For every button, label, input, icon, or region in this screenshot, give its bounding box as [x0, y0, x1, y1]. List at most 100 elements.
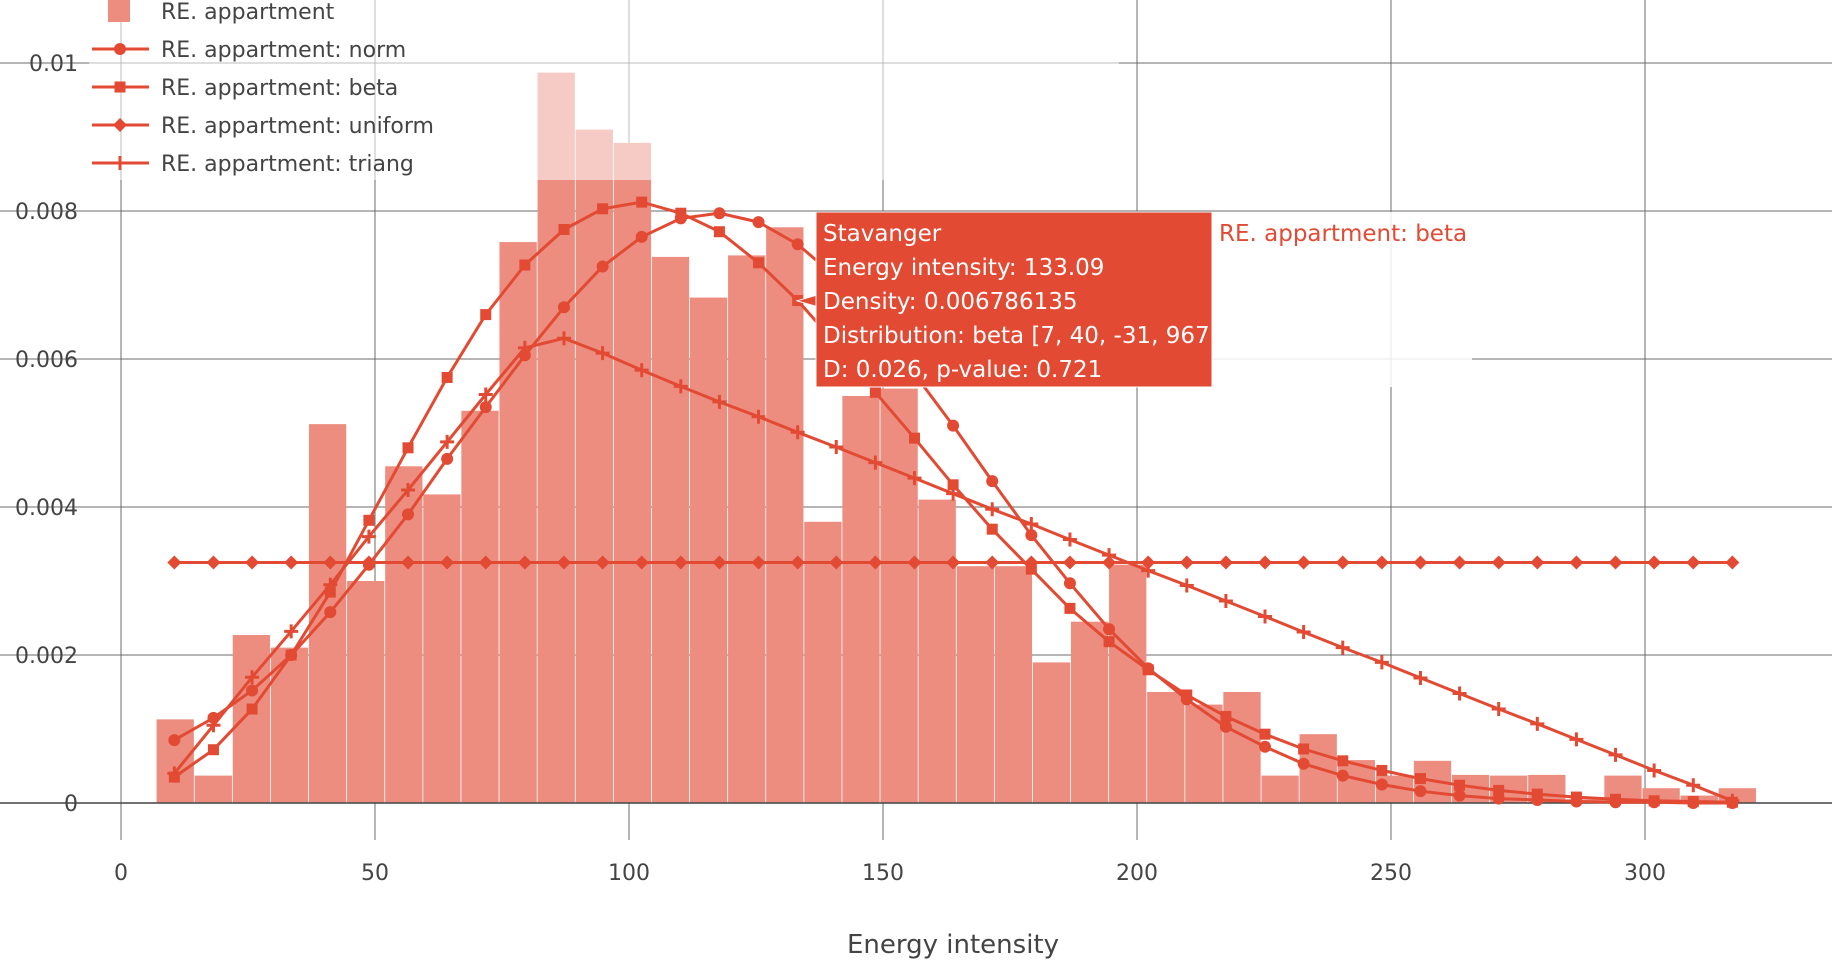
- series-point: [361, 529, 376, 544]
- series-point: [1608, 747, 1623, 762]
- series-point: [1335, 640, 1350, 655]
- series-point: [1414, 773, 1426, 785]
- histogram-bar: [537, 72, 575, 804]
- series-point: [1259, 740, 1272, 753]
- y-tick-label: 0.01: [29, 52, 78, 77]
- series-point: [1531, 788, 1543, 800]
- histogram-bar: [1147, 692, 1185, 803]
- series-point: [1336, 769, 1349, 782]
- series-point: [557, 301, 570, 314]
- tooltip-line: Distribution: beta [7, 40, -31, 967]: [823, 323, 1219, 349]
- series-point: [245, 555, 260, 570]
- histogram-bar: [728, 255, 766, 803]
- series-point: [1686, 778, 1701, 793]
- series-point: [167, 555, 182, 570]
- series-point: [1063, 577, 1076, 590]
- series-point: [1570, 791, 1582, 803]
- hover-tooltip: Stavanger Energy intensity: 133.09 Density…: [795, 211, 1472, 388]
- series-point: [1337, 755, 1349, 767]
- histogram-bar: [1070, 621, 1109, 803]
- series-point: [868, 455, 883, 470]
- series-point: [986, 475, 999, 488]
- y-tick-label: 0.004: [15, 496, 78, 521]
- histogram-bar: [689, 297, 728, 803]
- histogram-bar: [1261, 775, 1299, 803]
- legend-item-square: RE. appartment: beta: [92, 76, 398, 101]
- legend-item-histogram: RE. appartment: [108, 0, 335, 25]
- histogram-bar: [994, 566, 1033, 803]
- series-point: [1648, 795, 1660, 807]
- y-tick-label: 0.006: [15, 348, 78, 373]
- series-point: [1374, 655, 1389, 670]
- series-point: [245, 670, 260, 685]
- series-point: [1453, 789, 1466, 802]
- histogram-bar: [499, 242, 537, 803]
- series-point: [790, 555, 805, 570]
- series-point: [1569, 555, 1584, 570]
- tooltip-line: Stavanger: [823, 221, 942, 247]
- series-point: [478, 387, 493, 402]
- series-point: [478, 555, 493, 570]
- series-point: [1102, 555, 1117, 570]
- series-point: [595, 555, 610, 570]
- y-tick-label: 0.002: [15, 644, 78, 669]
- series-point: [1219, 720, 1232, 733]
- series-point: [868, 555, 883, 570]
- series-point: [712, 555, 727, 570]
- series-point: [1142, 664, 1154, 676]
- legend-swatch: [108, 0, 130, 22]
- series-point: [635, 230, 648, 243]
- series-point: [1335, 555, 1350, 570]
- series-point: [829, 555, 844, 570]
- series-point: [1413, 555, 1428, 570]
- series-point: [1181, 689, 1193, 701]
- legend-marker: [114, 43, 126, 55]
- series-point: [1218, 593, 1233, 608]
- series-point: [1025, 529, 1038, 542]
- series-point: [1298, 743, 1310, 755]
- legend-marker: [113, 118, 127, 132]
- series-point: [1296, 625, 1311, 640]
- series-point: [440, 434, 455, 449]
- series-point: [324, 606, 337, 619]
- series-point: [402, 508, 415, 521]
- x-axis-title: Energy intensity: [847, 930, 1059, 960]
- histogram-bar: [423, 494, 461, 803]
- series-point: [401, 482, 416, 497]
- series-point: [285, 649, 297, 661]
- series-point: [1103, 623, 1116, 636]
- histogram-bar: [1680, 795, 1718, 803]
- series-point: [556, 331, 571, 346]
- histogram-bar: [613, 142, 652, 804]
- tooltip-box: [815, 211, 1213, 388]
- series-point: [1258, 555, 1273, 570]
- series-point: [324, 586, 336, 598]
- legend[interactable]: RE. appartment RE. appartment: norm RE. ap…: [89, 0, 1119, 180]
- series-point: [1725, 793, 1740, 808]
- legend-marker: [114, 81, 126, 93]
- series-point: [907, 471, 922, 486]
- series-point: [713, 226, 725, 238]
- series-point: [1103, 636, 1115, 648]
- series-point: [947, 419, 960, 432]
- series-point: [440, 555, 455, 570]
- series-point: [517, 340, 532, 355]
- series-point: [1179, 578, 1194, 593]
- series-point: [556, 555, 571, 570]
- legend-background: [89, 0, 1119, 180]
- histogram-bar: [270, 647, 309, 803]
- series-point: [480, 309, 492, 321]
- histogram-bar: [385, 466, 423, 803]
- series-point: [790, 425, 805, 440]
- series-point: [947, 479, 959, 491]
- series-point: [558, 224, 570, 235]
- series-point: [323, 577, 338, 592]
- series-point: [829, 440, 844, 455]
- series-point: [363, 514, 375, 526]
- series-point: [246, 703, 258, 715]
- series-point: [1024, 517, 1039, 532]
- y-axis-ticks: 0 0.002 0.004 0.006 0.008 0.01: [15, 52, 78, 817]
- series-point: [752, 216, 765, 229]
- histogram-bar: [1109, 564, 1147, 803]
